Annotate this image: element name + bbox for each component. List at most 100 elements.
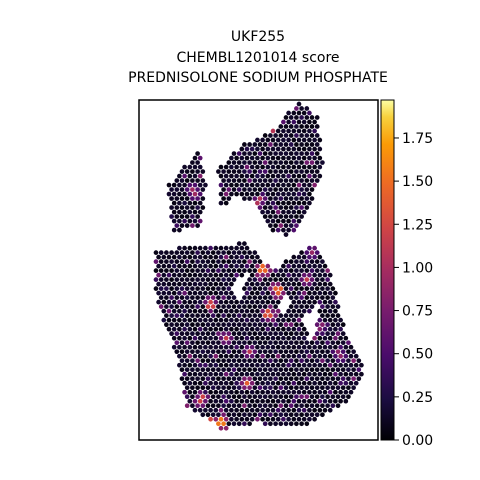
- spot: [322, 371, 328, 377]
- spot: [296, 164, 302, 170]
- spot: [335, 376, 341, 382]
- spot: [210, 304, 216, 309]
- spot: [346, 340, 351, 346]
- spot: [304, 187, 310, 192]
- spot: [229, 290, 234, 296]
- spot: [179, 268, 185, 273]
- spot: [307, 362, 312, 368]
- spot: [301, 281, 307, 287]
- spot: [153, 277, 159, 282]
- spot: [197, 326, 203, 332]
- spot: [216, 358, 221, 364]
- spot: [273, 412, 278, 418]
- spot: [195, 259, 200, 264]
- spot: [210, 358, 216, 364]
- spot: [244, 362, 250, 368]
- spot: [158, 295, 164, 300]
- spot: [213, 344, 219, 350]
- spot: [278, 340, 284, 346]
- spot: [218, 245, 224, 251]
- spot: [312, 281, 317, 287]
- spot: [192, 353, 198, 359]
- spot: [249, 299, 255, 305]
- spot: [299, 214, 304, 219]
- spot: [294, 169, 299, 174]
- spot: [247, 196, 252, 201]
- spot: [322, 344, 328, 350]
- spot: [320, 394, 325, 400]
- spot: [283, 214, 289, 219]
- spot: [296, 389, 302, 395]
- spot: [312, 137, 317, 143]
- spot: [325, 277, 330, 282]
- spot: [166, 308, 172, 314]
- spot: [294, 367, 299, 373]
- spot: [281, 371, 286, 377]
- spot: [304, 259, 310, 264]
- spot: [327, 299, 333, 305]
- spot: [262, 385, 268, 391]
- spot: [203, 371, 208, 377]
- spot: [257, 277, 263, 282]
- spot: [270, 353, 276, 359]
- spot: [190, 304, 195, 309]
- spot: [161, 308, 167, 314]
- spot: [192, 398, 198, 404]
- spot: [294, 349, 299, 355]
- spot: [239, 182, 245, 188]
- spot: [184, 259, 190, 264]
- spot: [283, 322, 289, 328]
- spot: [242, 142, 247, 147]
- spot: [288, 367, 294, 373]
- spot: [187, 398, 193, 404]
- spot: [268, 277, 273, 282]
- spot: [242, 259, 247, 264]
- spot: [208, 335, 213, 341]
- spot: [291, 209, 297, 215]
- spot: [301, 416, 307, 422]
- spot: [210, 313, 216, 318]
- spot: [312, 119, 317, 125]
- spot: [255, 299, 260, 305]
- spot: [166, 317, 172, 323]
- spot: [223, 254, 229, 260]
- spot: [187, 191, 193, 197]
- spot: [249, 407, 255, 413]
- spot: [210, 394, 216, 400]
- spot: [223, 290, 229, 296]
- spot: [252, 187, 258, 192]
- spot: [179, 313, 185, 318]
- spot: [229, 362, 234, 368]
- spot: [353, 380, 359, 386]
- spot: [255, 137, 260, 143]
- spot: [190, 376, 195, 382]
- spot: [244, 389, 250, 395]
- spot: [301, 137, 307, 143]
- spot: [299, 124, 304, 129]
- spot: [270, 407, 276, 413]
- spot: [291, 119, 297, 125]
- spot: [200, 268, 206, 273]
- spot: [179, 277, 185, 282]
- spot: [255, 407, 260, 413]
- spot: [203, 245, 208, 251]
- spot: [283, 421, 289, 427]
- spot: [216, 340, 221, 346]
- spot: [309, 385, 315, 391]
- spot: [218, 308, 224, 314]
- spot: [262, 394, 268, 400]
- spot: [270, 335, 276, 341]
- spot: [203, 254, 208, 260]
- spot: [286, 353, 291, 359]
- spot: [265, 164, 271, 170]
- spot: [226, 349, 232, 355]
- spot: [234, 308, 239, 314]
- spot: [327, 407, 333, 413]
- spot: [247, 169, 252, 174]
- spot: [221, 385, 226, 391]
- colorbar-tick-label: 1.25: [402, 217, 433, 233]
- spot: [177, 272, 182, 278]
- spot: [265, 308, 271, 314]
- spot: [262, 187, 268, 192]
- spot: [340, 340, 346, 346]
